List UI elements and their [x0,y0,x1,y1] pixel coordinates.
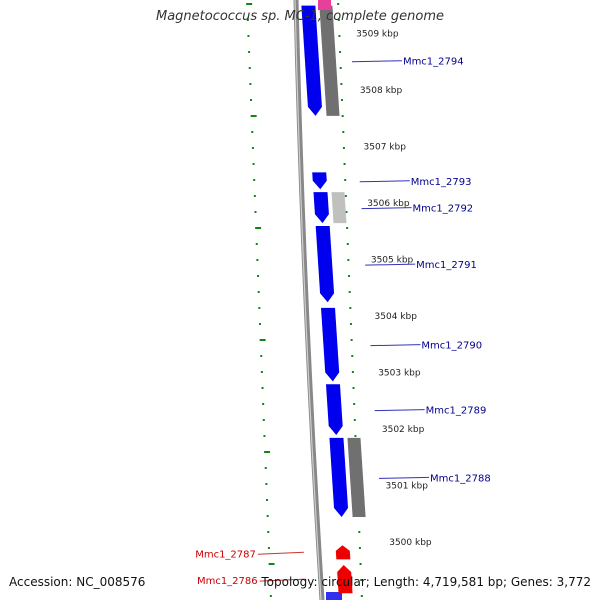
scale-label: 3503 kbp [378,368,421,378]
scale-label: 3504 kbp [375,312,418,322]
genome-backbone [293,0,325,600]
cds-feature-bar [319,5,340,116]
gene-reverse-Mmc1_2787 [335,545,351,560]
gene-label-Mmc1_2793: Mmc1_2793 [411,177,472,188]
gene-forward-Mmc1_2788 [329,437,349,517]
gene-leader-line [257,551,304,555]
topology-summary: Topology: circular; Length: 4,719,581 bp… [261,575,591,589]
gene-reverse-Mmc1_2786 [337,565,353,594]
scale-label: 3500 kbp [389,538,432,548]
gene-forward-Mmc1_2789 [325,384,343,436]
gene-label-Mmc1_2789: Mmc1_2789 [426,406,487,417]
backbone-highlight [294,0,322,600]
gene-leader-line [359,180,410,183]
gene-label-Mmc1_2790: Mmc1_2790 [421,341,482,352]
gene-leader-line [379,476,430,479]
partial-feature-bottom [326,592,342,600]
gene-forward-Mmc1_2790 [321,307,340,382]
gene-forward-Mmc1_2793 [312,172,327,190]
gene-leader-line [361,207,412,210]
scale-label: 3508 kbp [360,86,403,96]
scale-label: 3505 kbp [371,255,414,265]
cds-feature-bar [347,437,366,517]
gene-leader-line [374,409,425,412]
gene-label-Mmc1_2788: Mmc1_2788 [430,473,491,484]
gene-label-Mmc1_2786: Mmc1_2786 [197,576,258,587]
gene-leader-line [259,578,306,582]
partial-feature-top [318,0,331,10]
scale-label: 3506 kbp [367,199,410,209]
gene-leader-line [365,263,416,266]
gene-leader-line [351,60,402,63]
accession-label: Accession: NC_008576 [9,575,146,589]
cds-feature-bar [331,192,347,224]
scale-label: 3507 kbp [364,142,407,152]
gene-label-Mmc1_2792: Mmc1_2792 [412,204,473,215]
gene-forward-Mmc1_2792 [313,192,329,224]
scale-label: 3501 kbp [386,481,429,491]
scale-label: 3509 kbp [356,29,399,39]
gene-forward-Mmc1_2794 [301,5,322,116]
gene-leader-line [370,344,421,347]
gene-label-Mmc1_2794: Mmc1_2794 [403,57,464,68]
gene-label-Mmc1_2787: Mmc1_2787 [195,549,256,560]
gene-label-Mmc1_2791: Mmc1_2791 [416,260,477,271]
genome-title: Magnetococcus sp. MC-1, complete genome [155,9,445,24]
scale-label: 3502 kbp [382,425,425,435]
gene-forward-Mmc1_2791 [315,226,335,303]
